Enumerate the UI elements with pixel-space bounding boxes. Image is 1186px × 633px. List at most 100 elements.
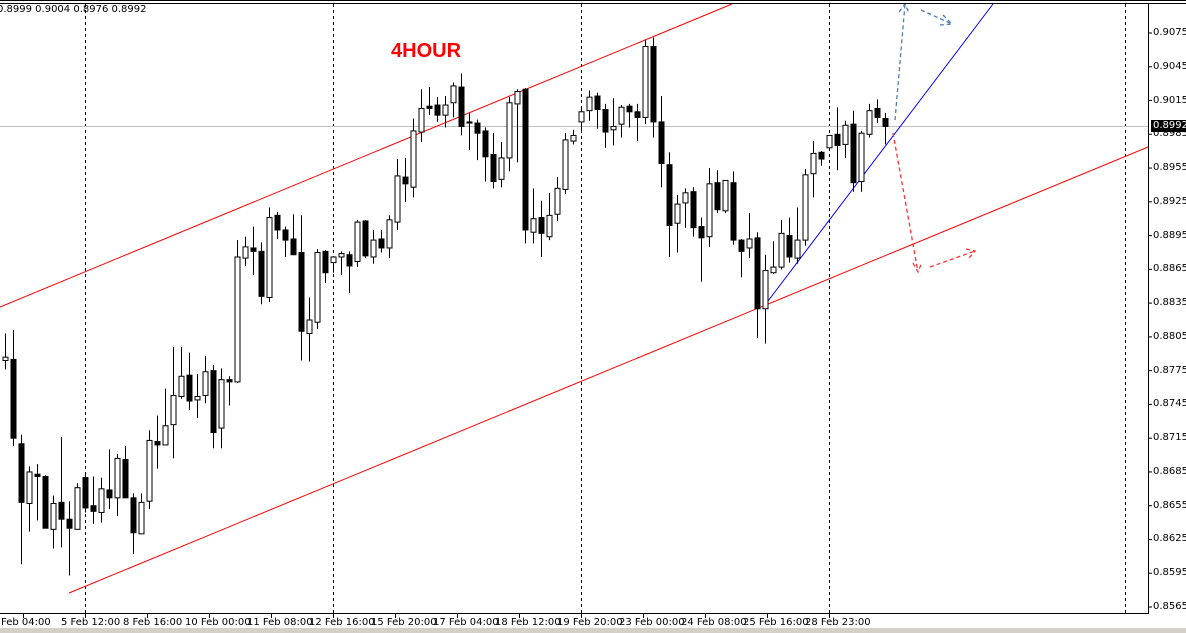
candle: [290, 214, 297, 256]
candle-body-bull: [842, 124, 849, 145]
candle-body-bull: [138, 501, 145, 535]
time-tick-label: 24 Feb 08:00: [681, 617, 747, 628]
candle: [530, 188, 537, 244]
candle: [274, 211, 281, 239]
candle-body-bear: [730, 182, 737, 241]
candle-body-bear: [482, 130, 489, 158]
scrollbar-area[interactable]: [0, 628, 1186, 633]
candle: [738, 238, 745, 278]
candle: [194, 374, 201, 418]
candle-body-bear: [10, 358, 17, 439]
candle: [18, 434, 25, 565]
candle: [34, 464, 41, 521]
candle-body-bull: [802, 174, 809, 241]
price-tick-label: 0.8655: [1153, 499, 1186, 511]
candle-body-bull: [50, 502, 57, 530]
bull-continuation-arrow: [920, 9, 953, 25]
candle: [370, 229, 377, 264]
candle-body-bear: [650, 46, 657, 123]
candle: [570, 129, 577, 145]
candle: [418, 89, 425, 143]
candle: [594, 92, 601, 129]
candle: [746, 213, 753, 259]
candle: [362, 219, 369, 259]
candle: [386, 215, 393, 259]
bear-arrowhead: [965, 248, 977, 259]
candle-body-bear: [122, 459, 129, 499]
candle-body-bull: [570, 134, 577, 142]
candle: [58, 437, 65, 548]
candle: [562, 133, 569, 194]
candle: [226, 376, 233, 406]
candle: [482, 127, 489, 182]
candle: [650, 37, 657, 138]
candle: [450, 82, 457, 118]
time-tick-label: 25 Feb 16:00: [743, 617, 809, 628]
candle-body-bull: [450, 85, 457, 104]
trendline-support: [764, 3, 994, 306]
candle: [138, 493, 145, 535]
candle-body-bull: [410, 130, 417, 188]
time-tick-label: 17 Feb 04:00: [433, 617, 499, 628]
candle: [626, 103, 633, 128]
candle-body-bull: [810, 152, 817, 175]
candle: [826, 134, 833, 149]
candle: [466, 112, 473, 151]
candle-body-bear: [738, 239, 745, 252]
candle-body-bear: [362, 220, 369, 257]
candle: [714, 170, 721, 214]
candle-body-bear: [130, 497, 137, 534]
price-tick-label: 0.8835: [1153, 297, 1186, 309]
candle: [298, 215, 305, 361]
candle-body-bear: [466, 121, 473, 124]
candle: [442, 96, 449, 128]
candle: [2, 333, 9, 370]
bear-continuation-arrow: [929, 250, 976, 268]
candle-body-bull: [618, 106, 625, 125]
candle: [202, 356, 209, 404]
candle-body-bull: [578, 111, 585, 123]
timeframe-label: 4HOUR: [391, 40, 462, 62]
candle-body-bull: [778, 232, 785, 268]
candle-body-bear: [850, 123, 857, 184]
candle-body-bull: [218, 379, 225, 429]
candle-body-bear: [66, 518, 73, 529]
candle: [114, 453, 121, 516]
candle: [794, 207, 801, 264]
candle-body-bull: [562, 139, 569, 190]
candle: [682, 188, 689, 228]
candle-body-bull: [26, 471, 33, 504]
candle-body-bear: [714, 182, 721, 211]
candle: [402, 157, 409, 202]
candle: [266, 207, 273, 302]
price-tick-label: 0.9075: [1153, 27, 1186, 38]
candle: [394, 159, 401, 230]
candle-body-bull: [642, 46, 649, 118]
candle-body-bear: [402, 176, 409, 185]
candle: [50, 495, 57, 549]
candle-body-bear: [282, 229, 289, 241]
bull-arrowhead: [898, 2, 910, 14]
price-tick-label: 0.8715: [1153, 432, 1186, 444]
candle-body-bull: [530, 218, 537, 233]
current-price-label: 0.8992: [1151, 120, 1186, 132]
candle: [282, 226, 289, 257]
candle: [178, 347, 185, 399]
candle-body-bull: [242, 246, 249, 259]
candle: [74, 483, 81, 530]
candle: [26, 466, 33, 532]
candle-body-bull: [170, 394, 177, 426]
candle-body-bear: [154, 441, 161, 446]
candle: [410, 118, 417, 198]
time-tick-label: 19 Feb 20:00: [557, 617, 623, 628]
candle: [842, 120, 849, 158]
candle-body-bull: [394, 175, 401, 223]
candle: [346, 251, 353, 293]
time-tick-label: 10 Feb 00:00: [185, 617, 251, 628]
candle: [834, 107, 841, 171]
candle-body-bear: [818, 151, 825, 160]
candle-body-bear: [522, 88, 529, 231]
candle: [674, 195, 681, 253]
candle-body-bear: [226, 379, 233, 383]
candle-body-bull: [546, 214, 553, 238]
